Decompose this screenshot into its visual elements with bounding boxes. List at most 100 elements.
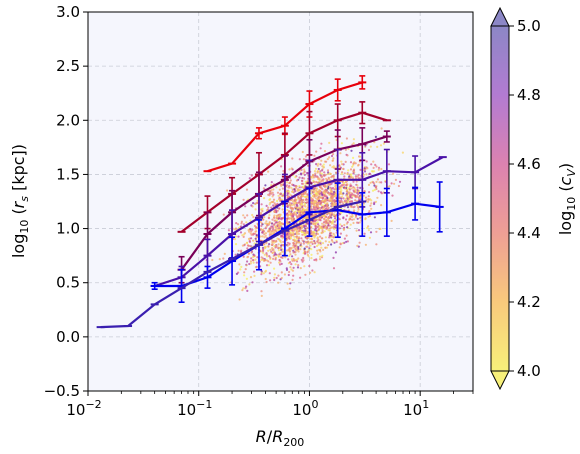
scatter-point — [339, 232, 342, 235]
scatter-point — [370, 207, 373, 210]
scatter-point — [313, 239, 316, 243]
scatter-point — [323, 226, 326, 229]
scatter-point — [356, 244, 359, 247]
scatter-point — [292, 200, 295, 203]
scatter-point — [304, 190, 307, 193]
scatter-point — [324, 173, 327, 176]
scatter-point — [255, 234, 258, 237]
scatter-point — [252, 232, 255, 235]
scatter-point — [313, 154, 316, 157]
scatter-point — [345, 190, 348, 193]
colorbar-tick-label: 4.2 — [517, 293, 541, 311]
y-tick-label: 0.5 — [56, 274, 80, 292]
scatter-point — [267, 217, 271, 220]
scatter-point — [290, 263, 293, 266]
scatter-point — [276, 209, 279, 212]
scatter-point — [315, 163, 318, 166]
scatter-point — [309, 189, 313, 192]
scatter-point — [293, 259, 296, 262]
scatter-point — [304, 240, 307, 243]
scatter-point — [359, 168, 362, 171]
scatter-point — [269, 201, 272, 204]
scatter-point — [353, 190, 356, 193]
scatter-point — [317, 241, 320, 244]
scatter-point — [348, 197, 351, 200]
scatter-point — [255, 236, 258, 239]
scatter-point — [288, 210, 291, 213]
scatter-point — [290, 234, 293, 237]
colorbar: 4.0 4.2 4.4 4.6 4.8 5.0 log10 (cV) — [490, 6, 578, 391]
scatter-point — [352, 138, 355, 141]
scatter-point — [290, 198, 294, 201]
scatter-point — [288, 186, 291, 189]
scatter-point — [306, 250, 309, 253]
scatter-point — [333, 223, 336, 226]
scatter-point — [273, 223, 276, 226]
scatter-point — [328, 141, 331, 144]
scatter-point — [320, 142, 323, 145]
scatter-point — [241, 289, 244, 292]
scatter-point — [261, 258, 264, 261]
scatter-point — [262, 272, 265, 275]
scatter-point — [292, 274, 295, 277]
scatter-point — [335, 224, 338, 227]
scatter-point — [270, 243, 273, 246]
scatter-point — [303, 173, 306, 176]
scatter-point — [268, 222, 271, 225]
scatter-point — [303, 168, 306, 171]
scatter-point — [252, 215, 255, 219]
series-line — [154, 156, 444, 288]
scatter-point — [267, 245, 270, 248]
scatter-point — [314, 208, 317, 211]
scatter-point — [314, 175, 318, 178]
scatter-point — [300, 245, 303, 248]
scatter-point — [268, 233, 271, 236]
scatter-point — [310, 222, 313, 225]
scatter-point — [327, 171, 330, 174]
scatter-point — [296, 249, 299, 252]
scatter-point — [332, 256, 335, 259]
scatter-point — [354, 175, 357, 178]
x-tick-label: 10−2 — [66, 398, 101, 419]
scatter-point — [313, 271, 316, 274]
scatter-point — [274, 258, 277, 261]
scatter-point — [321, 207, 324, 210]
scatter-point — [286, 204, 289, 208]
scatter-point — [286, 190, 289, 193]
scatter-point — [340, 189, 343, 192]
scatter-point — [319, 250, 322, 253]
scatter-point — [321, 254, 324, 257]
scatter-point — [334, 187, 338, 190]
scatter-point — [250, 204, 253, 207]
scatter-point — [304, 233, 307, 237]
scatter-point — [372, 160, 375, 163]
scatter-point — [270, 192, 273, 195]
scatter-point — [297, 236, 301, 239]
scatter-point — [329, 213, 332, 216]
scatter-point — [374, 186, 378, 189]
scatter-point — [294, 213, 297, 216]
scatter-point — [292, 232, 295, 235]
scatter-point — [346, 221, 349, 224]
colorbar-tick-label: 5.0 — [517, 17, 541, 35]
scatter-point — [311, 269, 314, 272]
scatter-point — [274, 225, 278, 228]
scatter-point — [268, 227, 271, 230]
scatter-point — [295, 258, 298, 261]
scatter-point — [374, 163, 377, 166]
scatter-point — [346, 206, 350, 209]
scatter-point — [265, 255, 269, 258]
scatter-point — [333, 166, 336, 169]
scatter-point — [277, 243, 280, 246]
scatter-point — [321, 222, 324, 225]
scatter-point — [317, 197, 320, 201]
scatter-point — [333, 202, 336, 205]
scatter-point — [262, 218, 265, 221]
scatter-point — [303, 252, 306, 255]
scatter-point — [278, 263, 282, 266]
scatter-point — [301, 233, 304, 236]
scatter-point — [279, 217, 282, 220]
scatter-point — [278, 239, 281, 242]
scatter-point — [333, 200, 336, 203]
scatter-point — [256, 226, 259, 229]
